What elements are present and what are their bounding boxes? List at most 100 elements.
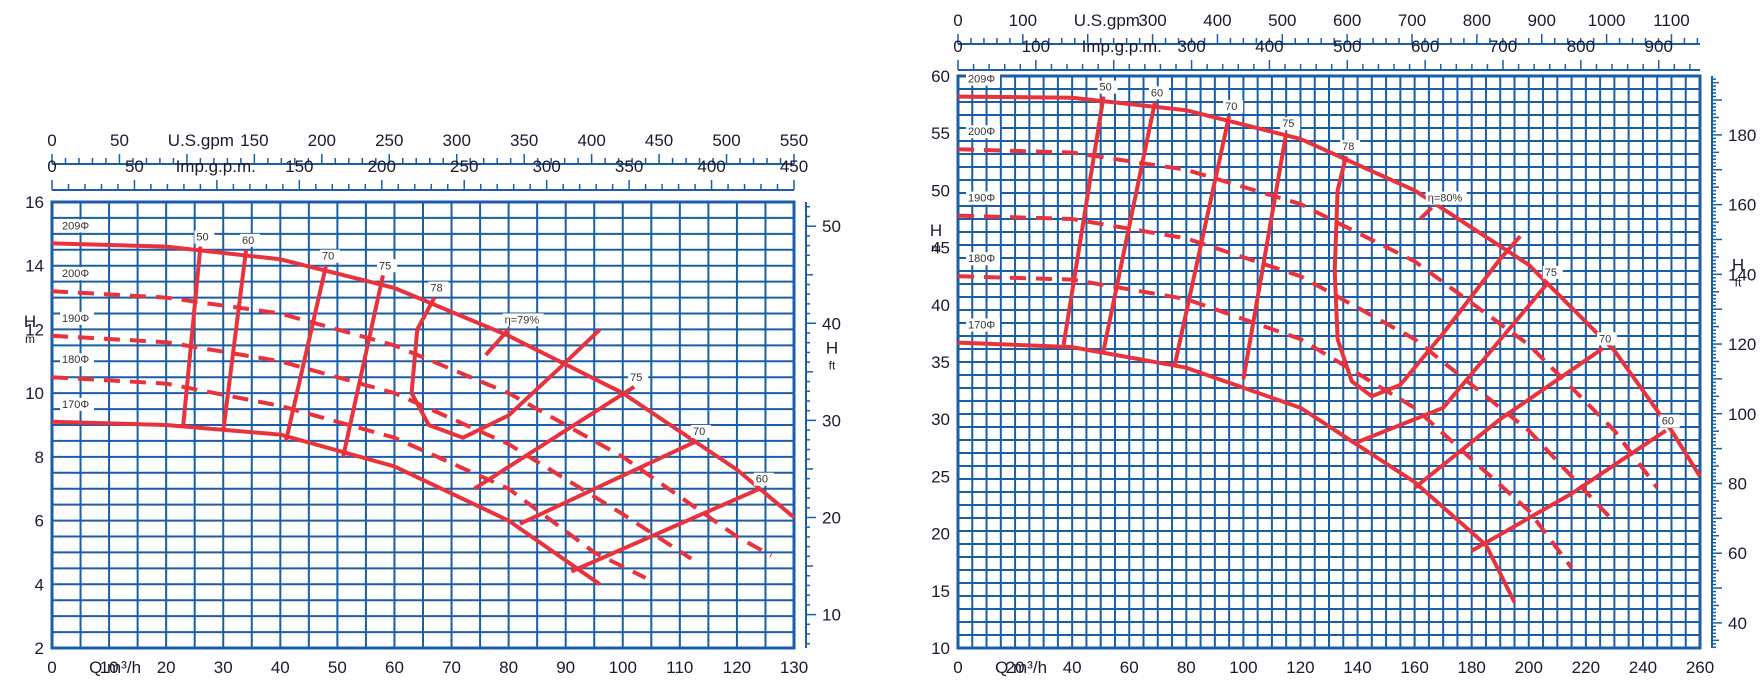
top-tick-label: 500 xyxy=(1333,37,1361,56)
top-tick-label: 100 xyxy=(1009,11,1037,30)
x-tick-label: 10 xyxy=(100,658,119,677)
y-tick-label: 30 xyxy=(931,410,950,429)
pump-chart-right: 0 20 40 60 80 100 120 140 160 180 200 220 240 2601015… xyxy=(930,11,1757,677)
top-tick-label: 900 xyxy=(1528,11,1556,30)
efficiency-label-bg xyxy=(628,370,649,384)
impeller-label: 200Φ xyxy=(968,126,995,138)
efficiency-curve xyxy=(519,439,698,526)
top-tick-label: 150 xyxy=(285,157,313,176)
top-tick-label: 0 xyxy=(953,37,962,56)
x-axis-title: Q m³/h xyxy=(995,658,1047,677)
efficiency-label-bg xyxy=(1280,117,1301,131)
efficiency-label-bg xyxy=(240,233,261,247)
x-tick-label: 60 xyxy=(1120,658,1139,677)
top-tick-label: 800 xyxy=(1567,37,1595,56)
top-tick-label: 300 xyxy=(532,157,560,176)
y-tick-label: 50 xyxy=(931,181,950,200)
efficiency-label: 75 xyxy=(1282,118,1294,130)
usgpm-axis-label: U.S.gpm xyxy=(168,131,234,150)
plot-frame xyxy=(956,74,1702,650)
y-tick-label: 35 xyxy=(931,353,950,372)
impeller-label-bg xyxy=(60,267,94,281)
x-tick-label: 120 xyxy=(1286,658,1314,677)
efficiency-curve xyxy=(341,274,385,458)
efficiency-label: 60 xyxy=(242,235,254,247)
efficiency-label: 60 xyxy=(1151,87,1163,99)
efficiency-curve xyxy=(473,385,636,491)
top-tick-label: 800 xyxy=(1463,11,1491,30)
efficiency-curve xyxy=(1172,115,1232,365)
impeller-label: 180Φ xyxy=(62,354,89,366)
efficiency-label-bg xyxy=(428,281,449,295)
impeller-label-bg xyxy=(966,191,1000,205)
impeller-curve xyxy=(51,289,773,558)
y-axis-title: H xyxy=(930,221,942,240)
y-tick-label: 2 xyxy=(35,639,44,658)
impeller-curve xyxy=(51,241,796,519)
impeller-curve xyxy=(957,94,1702,478)
top-tick-label: 700 xyxy=(1489,37,1517,56)
x-tick-label: 140 xyxy=(1343,658,1371,677)
x-tick-label: 40 xyxy=(271,658,290,677)
top-tick-label: 450 xyxy=(780,157,808,176)
ft-tick-label: 40 xyxy=(1728,614,1747,633)
efficiency-label: 70 xyxy=(1225,101,1237,113)
grid xyxy=(51,201,795,649)
top-tick-label: 450 xyxy=(645,131,673,150)
impeller-label-bg xyxy=(60,353,94,367)
efficiency-label: 70 xyxy=(322,251,334,263)
top-tick-label: 350 xyxy=(615,157,643,176)
efficiency-label: 70 xyxy=(1599,333,1611,345)
efficiency-label: 75 xyxy=(630,372,642,384)
efficiency-label: 70 xyxy=(693,426,705,438)
top-tick-label: 50 xyxy=(125,157,144,176)
top-tick-label: 200 xyxy=(308,131,336,150)
ft-tick-label: 100 xyxy=(1728,405,1756,424)
impeller-curve xyxy=(51,333,693,561)
top-tick-label: 1000 xyxy=(1588,11,1626,30)
impeller-curve xyxy=(51,419,602,586)
efficiency-curve xyxy=(1101,101,1157,352)
impeller-curve xyxy=(957,213,1616,524)
top-tick-label: 350 xyxy=(510,131,538,150)
efficiency-curve xyxy=(570,486,761,574)
top-tick-label: 600 xyxy=(1411,37,1439,56)
efficiency-label-bg xyxy=(1596,332,1617,346)
top-tick-label: 500 xyxy=(712,131,740,150)
efficiency-label-bg xyxy=(194,230,215,244)
x-tick-label: 60 xyxy=(385,658,404,677)
top-tick-label: 0 xyxy=(953,11,962,30)
efficiency-label-bg xyxy=(1340,140,1361,154)
x-tick-label: 90 xyxy=(556,658,575,677)
efficiency-curve xyxy=(221,249,249,432)
x-tick-label: 220 xyxy=(1572,658,1600,677)
x-tick-label: 240 xyxy=(1629,658,1657,677)
efficiency-label-bg xyxy=(1148,86,1169,100)
y-tick-label: 14 xyxy=(25,257,44,276)
impeller-label: 170Φ xyxy=(968,320,995,332)
x-tick-label: 30 xyxy=(214,658,233,677)
ft-tick-label: 30 xyxy=(822,411,841,430)
x-tick-label: 20 xyxy=(157,658,176,677)
y-tick-label: 10 xyxy=(931,639,950,658)
y-axis-title: H xyxy=(24,312,36,331)
y-tick-label: 6 xyxy=(35,512,44,531)
top-tick-label: 250 xyxy=(375,131,403,150)
top-tick-label: 400 xyxy=(697,157,725,176)
efficiency-label: 78 xyxy=(1342,141,1354,153)
x-tick-label: 20 xyxy=(1006,658,1025,677)
y-tick-label: 4 xyxy=(35,575,44,594)
top-tick-label: 250 xyxy=(450,157,478,176)
efficiency-curve xyxy=(1470,428,1667,553)
top-tick-label: 400 xyxy=(1203,11,1231,30)
top-tick-label: 100 xyxy=(1022,37,1050,56)
x-tick-label: 50 xyxy=(328,658,347,677)
efficiency-curve xyxy=(409,296,602,440)
efficiency-label-bg xyxy=(1542,265,1563,279)
impeller-label: 170Φ xyxy=(62,399,89,411)
ft-axis-unit: ft xyxy=(1735,275,1742,289)
top-tick-label: 700 xyxy=(1398,11,1426,30)
top-tick-label: 200 xyxy=(368,157,396,176)
efficiency-label: η=79% xyxy=(505,314,540,326)
efficiency-label-bg xyxy=(753,472,774,486)
